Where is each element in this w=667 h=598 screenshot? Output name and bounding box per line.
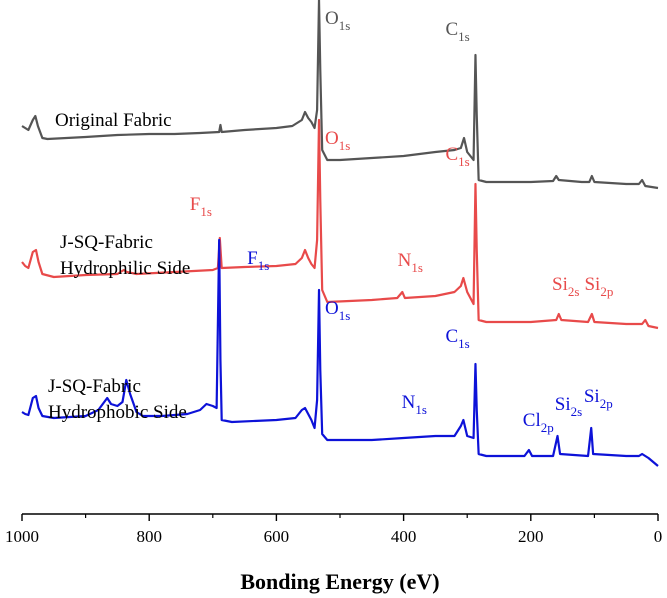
peak-label: O1s — [325, 128, 350, 153]
label-layer: Original Fabric O1s C1s J-SQ-Fabric Hydrophi… — [48, 8, 613, 435]
peak-label: Si2p — [584, 386, 613, 411]
peak-label: N1s — [398, 250, 423, 275]
series-line-1 — [21, 0, 659, 190]
peak-label: Si2s — [555, 394, 582, 419]
x-tick-label: 0 — [654, 527, 663, 546]
peak-label: Cl2p — [523, 410, 554, 435]
x-tick-label: 1000 — [5, 527, 39, 546]
series-label-2: J-SQ-Fabric Hydrophilic Side — [60, 232, 190, 279]
x-tick-label: 400 — [391, 527, 417, 546]
series-label-1: Original Fabric — [55, 110, 172, 131]
x-axis-title: Bonding Energy (eV) — [240, 569, 439, 594]
series-line-3 — [21, 238, 659, 467]
series-line-2 — [21, 118, 659, 330]
peak-label: C1s — [445, 326, 469, 351]
peak-label: C1s — [445, 144, 469, 169]
peak-label: O1s — [325, 298, 350, 323]
x-tick-label: 600 — [264, 527, 290, 546]
peak-label: Si2s — [552, 274, 579, 299]
peak-label: F1s — [190, 194, 212, 219]
series-layer — [21, 0, 659, 467]
peak-label: C1s — [445, 19, 469, 44]
plot-area: 1000 800 600 400 200 0 Original Fabric O1s C1s J… — [5, 0, 662, 546]
series-label-3: J-SQ-Fabric Hydrophobic Side — [48, 376, 187, 423]
peak-label: F1s — [247, 248, 269, 273]
peak-label: O1s — [325, 8, 350, 33]
x-tick-label: 800 — [136, 527, 162, 546]
x-tick-label: 200 — [518, 527, 544, 546]
peak-label: Si2p — [584, 274, 613, 299]
peak-label: N1s — [402, 392, 427, 417]
x-axis-ticks: 1000 800 600 400 200 0 — [5, 514, 662, 546]
